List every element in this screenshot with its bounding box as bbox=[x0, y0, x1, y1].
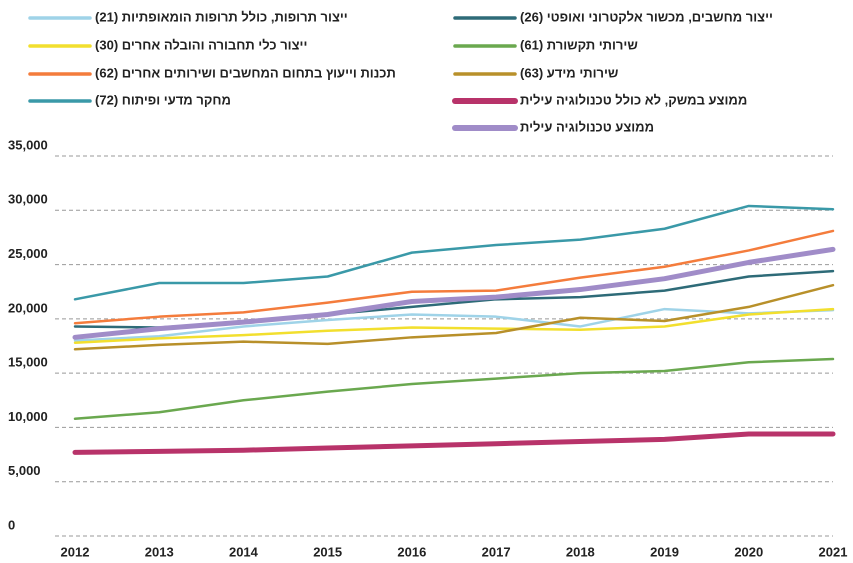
y-tick-label: 25,000 bbox=[8, 246, 48, 261]
legend-label: מחקר מדעי ופיתוח (72) bbox=[95, 92, 231, 107]
x-tick-label: 2016 bbox=[397, 544, 426, 559]
x-tick-label: 2020 bbox=[734, 544, 763, 559]
y-tick-label: 20,000 bbox=[8, 300, 48, 315]
legend-label: ייצור כלי תחבורה והובלה אחרים (30) bbox=[95, 37, 307, 52]
y-tick-label: 30,000 bbox=[8, 192, 48, 207]
x-tick-label: 2014 bbox=[229, 544, 259, 559]
legend-label: ייצור מחשבים, מכשור אלקטרוני ואופטי (26) bbox=[520, 9, 773, 24]
series-line bbox=[73, 283, 835, 351]
x-tick-label: 2017 bbox=[482, 544, 511, 559]
x-tick-label: 2013 bbox=[145, 544, 174, 559]
y-tick-label: 5,000 bbox=[8, 463, 41, 478]
x-tick-label: 2012 bbox=[61, 544, 90, 559]
y-tick-label: 15,000 bbox=[8, 355, 48, 370]
x-tick-label: 2019 bbox=[650, 544, 679, 559]
series-line bbox=[73, 204, 835, 301]
legend-label: ממוצע טכנולוגיה עילית bbox=[520, 119, 654, 134]
y-tick-label: 35,000 bbox=[8, 137, 48, 152]
legend-label: ממוצע במשק, לא כולל טכנולוגיה עילית bbox=[520, 92, 747, 107]
legend-label: ייצור תרופות, כולל תרופות הומאופתיות (21… bbox=[95, 9, 348, 24]
x-tick-label: 2018 bbox=[566, 544, 595, 559]
series-line bbox=[73, 307, 835, 342]
x-tick-label: 2021 bbox=[819, 544, 848, 559]
y-tick-label: 10,000 bbox=[8, 409, 48, 424]
legend-label: תכנות וייעוץ בתחום המחשבים ושירותים אחרי… bbox=[95, 65, 396, 80]
x-tick-label: 2015 bbox=[313, 544, 342, 559]
y-tick-label: 0 bbox=[8, 517, 15, 532]
series-line bbox=[72, 246, 836, 340]
legend-label: שירותי תקשורת (61) bbox=[520, 37, 638, 52]
series-line bbox=[73, 229, 835, 325]
series-line bbox=[72, 431, 836, 455]
series-line bbox=[73, 307, 835, 344]
series-line bbox=[73, 357, 835, 420]
legend-label: שירותי מידע (63) bbox=[520, 65, 618, 80]
